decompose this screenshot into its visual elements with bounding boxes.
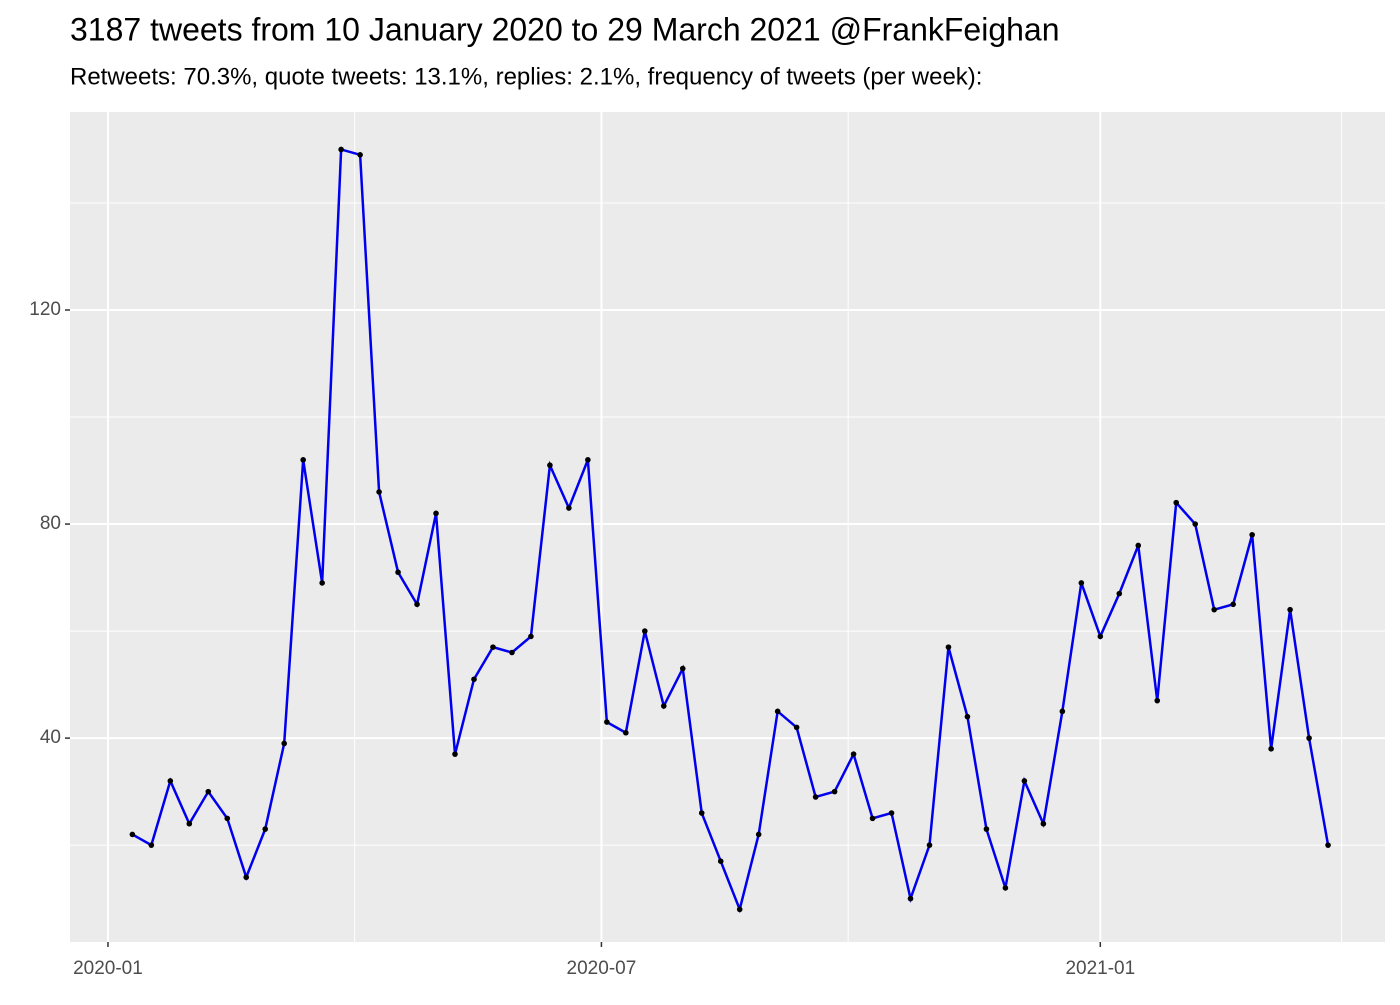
point <box>129 831 136 838</box>
point <box>471 676 477 683</box>
point <box>281 740 287 747</box>
point <box>1021 778 1028 784</box>
point <box>888 810 895 816</box>
point <box>774 708 781 715</box>
point <box>414 601 420 608</box>
point <box>964 713 971 720</box>
point <box>698 810 705 816</box>
point <box>604 719 610 725</box>
point <box>907 895 914 902</box>
point <box>1040 820 1047 827</box>
x-tick-label: 2020-01 <box>73 958 143 979</box>
point <box>585 457 591 463</box>
point <box>148 842 155 848</box>
point <box>1249 531 1255 538</box>
point <box>1135 542 1142 549</box>
point <box>167 778 174 784</box>
point <box>926 842 933 848</box>
point <box>1059 708 1066 715</box>
point <box>528 633 534 640</box>
point <box>452 751 458 757</box>
point <box>1306 735 1312 741</box>
point <box>1325 842 1331 848</box>
point <box>850 751 857 757</box>
point <box>509 649 515 656</box>
point <box>812 794 819 800</box>
point <box>869 815 876 822</box>
point <box>1154 697 1161 704</box>
chart-subtitle: Retweets: 70.3%, quote tweets: 13.1%, re… <box>70 63 982 90</box>
point <box>1192 521 1199 527</box>
point <box>1230 601 1236 608</box>
point <box>623 729 629 736</box>
point <box>300 457 306 463</box>
point <box>224 815 231 822</box>
point <box>831 788 838 795</box>
point <box>243 874 250 881</box>
point <box>338 146 344 153</box>
point <box>660 703 667 709</box>
point <box>205 788 212 795</box>
point <box>1173 499 1180 506</box>
point <box>1097 633 1104 640</box>
point <box>679 665 686 672</box>
point <box>793 724 800 731</box>
point <box>1211 606 1217 613</box>
panel <box>70 112 1385 942</box>
point <box>755 831 762 838</box>
point <box>376 489 382 495</box>
point <box>1287 606 1293 613</box>
point <box>357 152 363 158</box>
point <box>717 858 724 864</box>
y-tick-label: 80 <box>40 513 61 534</box>
y-tick-label: 120 <box>29 299 61 320</box>
point <box>945 644 952 650</box>
point <box>490 644 496 650</box>
chart-title: 3187 tweets from 10 January 2020 to 29 M… <box>70 11 1060 47</box>
line <box>131 147 1330 914</box>
point <box>186 820 193 827</box>
point <box>566 505 572 511</box>
point <box>547 462 553 468</box>
point <box>642 628 648 634</box>
point <box>1002 885 1009 891</box>
point <box>1078 580 1085 586</box>
point <box>319 580 325 586</box>
point <box>1116 590 1123 597</box>
point <box>433 510 439 517</box>
point <box>262 826 269 832</box>
y-tick-label: 40 <box>40 727 61 748</box>
point <box>395 569 401 576</box>
point <box>1268 746 1274 752</box>
point <box>736 906 743 913</box>
x-tick-label: 2021-01 <box>1065 958 1135 979</box>
point <box>983 826 990 832</box>
x-tick-label: 2020-07 <box>567 958 637 979</box>
